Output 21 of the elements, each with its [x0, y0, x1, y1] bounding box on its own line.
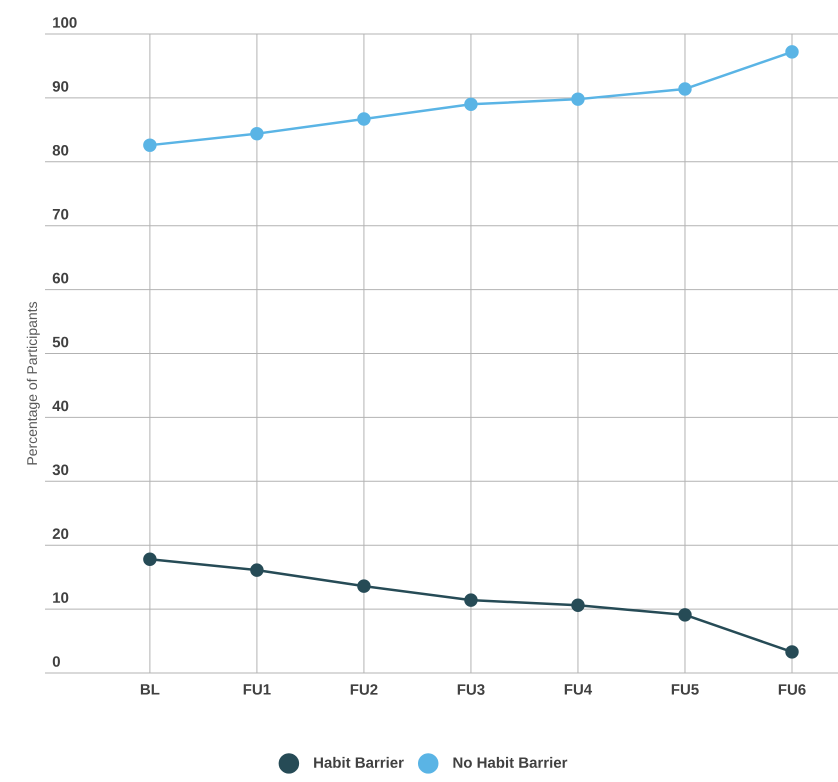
- x-tick-label: FU1: [244, 684, 271, 695]
- legend-label: No Habit Barrier: [453, 756, 568, 768]
- y-tick-label: 20: [52, 528, 68, 539]
- y-tick-label: 40: [52, 400, 68, 412]
- x-tick-label: BL: [140, 684, 160, 695]
- x-tick-label: FU4: [564, 684, 592, 695]
- y-tick-label: 100: [53, 17, 77, 28]
- legend-label: Habit Barrier: [314, 756, 404, 768]
- x-tick-label: FU6: [778, 684, 806, 695]
- y-tick-label: 80: [52, 144, 68, 156]
- x-tick-label: FU2: [350, 684, 378, 695]
- y-tick-label: 30: [52, 464, 68, 476]
- y-tick-label: 10: [53, 592, 68, 603]
- y-axis-title: Percentage of Participants: [26, 302, 40, 464]
- y-tick-label: 60: [52, 272, 68, 284]
- y-tick-label: 70: [52, 208, 68, 220]
- x-tick-label: FU5: [672, 684, 699, 695]
- y-tick-label: 90: [52, 81, 68, 92]
- y-tick-label: 50: [52, 336, 68, 348]
- y-tick-label: 0: [52, 656, 60, 667]
- x-tick-label: FU3: [458, 684, 485, 695]
